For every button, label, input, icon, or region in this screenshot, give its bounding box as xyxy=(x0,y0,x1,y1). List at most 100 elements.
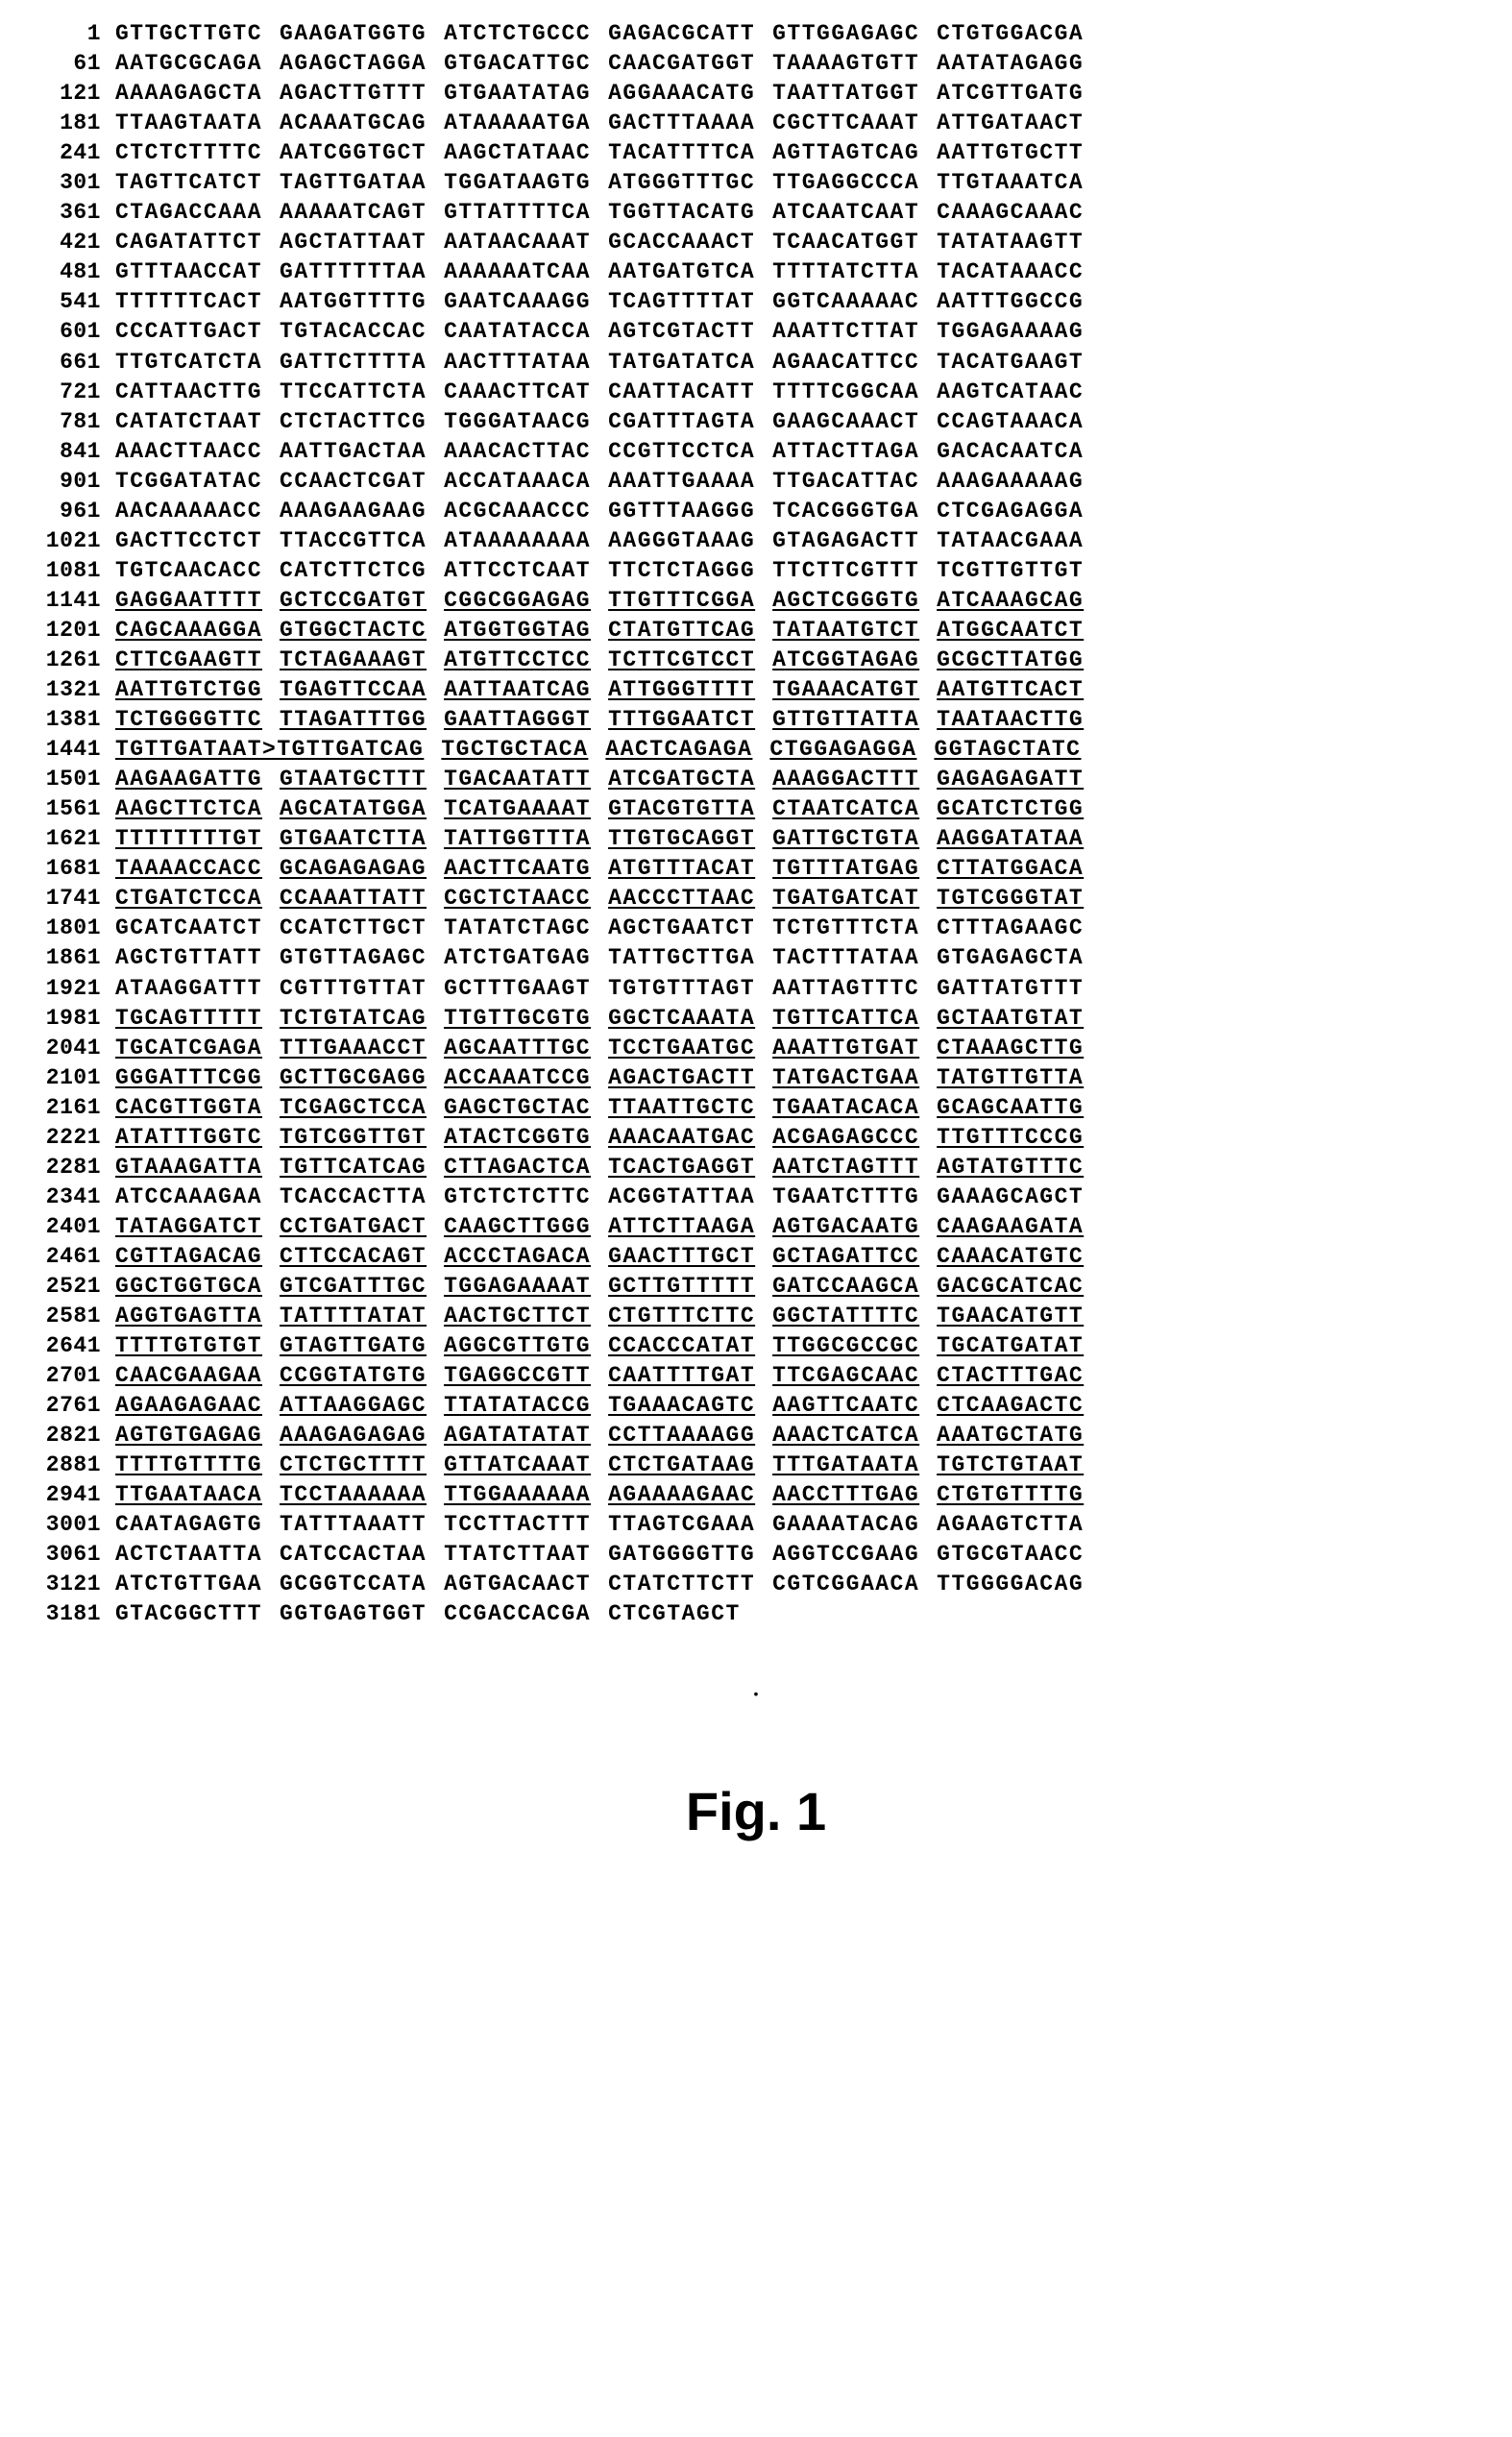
sequence-text: CAGATATTCTAGCTATTAATAATAACAAATGCACCAAACT… xyxy=(115,228,1101,257)
sequence-block: TTGGAAAAAA xyxy=(444,1482,591,1507)
sequence-block: ACCAAATCCG xyxy=(444,1065,591,1090)
line-number: 1441 xyxy=(29,735,115,765)
sequence-block: CAACGAAGAA xyxy=(115,1363,262,1388)
sequence-block: AAGGATATAA xyxy=(937,826,1084,851)
sequence-block: AGACTGACTT xyxy=(608,1065,755,1090)
sequence-block: CTGTGTTTTG xyxy=(937,1482,1084,1507)
sequence-block: GGCTATTTTC xyxy=(772,1304,919,1328)
sequence-block: GTCTCTCTTC xyxy=(444,1184,591,1209)
sequence-block: GTGAATCTTA xyxy=(280,826,427,851)
sequence-block: AGGAAACATG xyxy=(608,81,755,106)
sequence-block: AGTGTGAGAG xyxy=(115,1423,262,1448)
sequence-block: GGTGAGTGGT xyxy=(280,1601,427,1626)
line-number: 1561 xyxy=(29,794,115,824)
sequence-text: AAAAGAGCTAAGACTTGTTTGTGAATATAGAGGAAACATG… xyxy=(115,79,1101,109)
sequence-block: TTTTCGGCAA xyxy=(772,379,919,404)
sequence-text: AATGCGCAGAAGAGCTAGGAGTGACATTGCCAACGATGGT… xyxy=(115,49,1101,79)
sequence-block: AAGGGTAAAG xyxy=(608,528,755,553)
sequence-row: 421CAGATATTCTAGCTATTAATAATAACAAATGCACCAA… xyxy=(29,228,1483,257)
sequence-block: CAAACTTCAT xyxy=(444,379,591,404)
sequence-block: AACCTTTGAG xyxy=(772,1482,919,1507)
sequence-block: CGTTTGTTAT xyxy=(280,976,427,1001)
sequence-block: CAACGATGGT xyxy=(608,51,755,76)
sequence-block: ATCTCTGCCC xyxy=(444,21,591,46)
sequence-block: TGAGTTCCAA xyxy=(280,677,427,702)
sequence-block: ACCCTAGACA xyxy=(444,1244,591,1269)
sequence-block: TGTTCATTCA xyxy=(772,1006,919,1031)
line-number: 2821 xyxy=(29,1421,115,1450)
sequence-text: CCCATTGACTTGTACACCACCAATATACCAAGTCGTACTT… xyxy=(115,317,1101,347)
sequence-block: TCACGGGTGA xyxy=(772,499,919,524)
sequence-block: GTTGCTTGTC xyxy=(115,21,262,46)
sequence-block: TTGTTTCGGA xyxy=(608,588,755,613)
sequence-text: TAGTTCATCTTAGTTGATAATGGATAAGTGATGGGTTTGC… xyxy=(115,168,1101,198)
sequence-block: AATGGTTTTG xyxy=(280,289,427,314)
sequence-row: 3121ATCTGTTGAAGCGGTCCATAAGTGACAACTCTATCT… xyxy=(29,1570,1483,1599)
line-number: 3061 xyxy=(29,1540,115,1570)
sequence-row: 1GTTGCTTGTCGAAGATGGTGATCTCTGCCCGAGACGCAT… xyxy=(29,19,1483,49)
sequence-block: ACCATAAACA xyxy=(444,469,591,494)
sequence-block: AGTATGTTTC xyxy=(937,1155,1084,1180)
sequence-block: GATTCTTTTA xyxy=(280,350,427,375)
line-number: 2461 xyxy=(29,1242,115,1272)
sequence-block: TGAACATGTT xyxy=(937,1304,1084,1328)
sequence-block: TATGTTGTTA xyxy=(937,1065,1084,1090)
sequence-block: ATCGATGCTA xyxy=(608,767,755,792)
sequence-row: 361CTAGACCAAAAAAAATCAGTGTTATTTTCATGGTTAC… xyxy=(29,198,1483,228)
sequence-block: AATCTAGTTT xyxy=(772,1155,919,1180)
sequence-block: GGGATTTCGG xyxy=(115,1065,262,1090)
sequence-row: 2821AGTGTGAGAGAAAGAGAGAGAGATATATATCCTTAA… xyxy=(29,1421,1483,1450)
sequence-block: AACAAAAACC xyxy=(115,499,262,524)
line-number: 721 xyxy=(29,378,115,407)
sequence-text: CTTCGAAGTTTCTAGAAAGTATGTTCCTCCTCTTCGTCCT… xyxy=(115,646,1101,675)
sequence-block: AAGTTCAATC xyxy=(772,1393,919,1418)
sequence-block: TGGAGAAAAT xyxy=(444,1274,591,1299)
sequence-row: 1141GAGGAATTTTGCTCCGATGTCGGCGGAGAGTTGTTT… xyxy=(29,586,1483,616)
line-number: 841 xyxy=(29,437,115,467)
sequence-block: AGGTGAGTTA xyxy=(115,1304,262,1328)
sequence-text: TAAAACCACCGCAGAGAGAGAACTTCAATGATGTTTACAT… xyxy=(115,854,1101,884)
sequence-block: GTAGTTGATG xyxy=(280,1333,427,1358)
sequence-block: ACGCAAACCC xyxy=(444,499,591,524)
sequence-row: 1981TGCAGTTTTTTCTGTATCAGTTGTTGCGTGGGCTCA… xyxy=(29,1004,1483,1034)
sequence-row: 61AATGCGCAGAAGAGCTAGGAGTGACATTGCCAACGATG… xyxy=(29,49,1483,79)
line-number: 2401 xyxy=(29,1212,115,1242)
sequence-block: CTTCGAAGTT xyxy=(115,647,262,672)
sequence-block: TATATAAGTT xyxy=(937,230,1084,255)
sequence-block: TTTTTTCACT xyxy=(115,289,262,314)
sequence-block: TCTTCGTCCT xyxy=(608,647,755,672)
sequence-text: CGTTAGACAGCTTCCACAGTACCCTAGACAGAACTTTGCT… xyxy=(115,1242,1101,1272)
sequence-block: TTGGGGACAG xyxy=(937,1572,1084,1596)
sequence-block: GACGCATCAC xyxy=(937,1274,1084,1299)
sequence-block: AAACACTTAC xyxy=(444,439,591,464)
sequence-block: AATTGTGCTT xyxy=(937,140,1084,165)
sequence-block: GGTAGCTATC xyxy=(934,737,1081,762)
sequence-block: TACATGAAGT xyxy=(937,350,1084,375)
sequence-block: AATTAATCAG xyxy=(444,677,591,702)
sequence-block: TGAAACATGT xyxy=(772,677,919,702)
sequence-block: CAAAGCAAAC xyxy=(937,200,1084,225)
sequence-block: CCAGTAAACA xyxy=(937,409,1084,434)
sequence-row: 2281GTAAAGATTATGTTCATCAGCTTAGACTCATCACTG… xyxy=(29,1153,1483,1182)
sequence-block: GTACGGCTTT xyxy=(115,1601,262,1626)
sequence-block: TTAGATTTGG xyxy=(280,707,427,732)
sequence-row: 1261CTTCGAAGTTTCTAGAAAGTATGTTCCTCCTCTTCG… xyxy=(29,646,1483,675)
line-number: 181 xyxy=(29,109,115,138)
line-number: 781 xyxy=(29,407,115,437)
sequence-block: TGTTTATGAG xyxy=(772,856,919,881)
sequence-block: GTTATCAAAT xyxy=(444,1452,591,1477)
sequence-block: TCGTTGTTGT xyxy=(937,558,1084,583)
sequence-block: CTCGTAGCT xyxy=(608,1601,741,1626)
sequence-block: AAAAATCAGT xyxy=(280,200,427,225)
sequence-block: CTGGAGAGGA xyxy=(769,737,916,762)
sequence-block: TCCTGAATGC xyxy=(608,1036,755,1060)
sequence-listing: 1GTTGCTTGTCGAAGATGGTGATCTCTGCCCGAGACGCAT… xyxy=(29,19,1483,1630)
sequence-row: 1201CAGCAAAGGAGTGGCTACTCATGGTGGTAGCTATGT… xyxy=(29,616,1483,646)
sequence-block: TCTGTTTCTA xyxy=(772,915,919,940)
sequence-row: 2461CGTTAGACAGCTTCCACAGTACCCTAGACAGAACTT… xyxy=(29,1242,1483,1272)
line-number: 2281 xyxy=(29,1153,115,1182)
sequence-block: TCACCACTTA xyxy=(280,1184,427,1209)
sequence-block: ATCTGTTGAA xyxy=(115,1572,262,1596)
sequence-block: TTCTCTAGGG xyxy=(608,558,755,583)
sequence-block: CGTCGGAACA xyxy=(772,1572,919,1596)
